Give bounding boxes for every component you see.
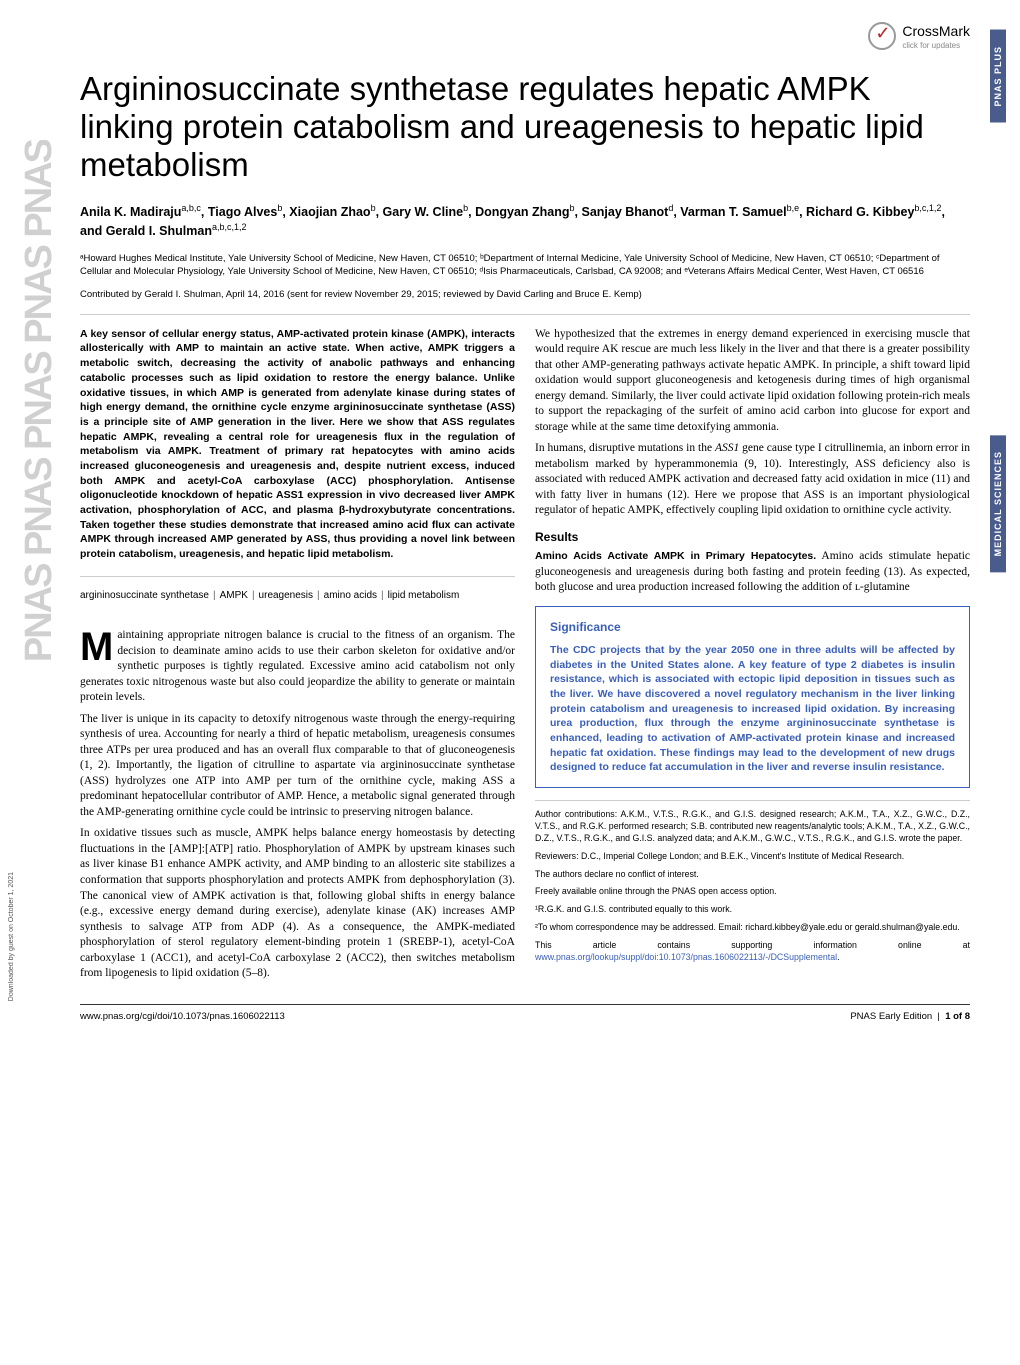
keyword: argininosuccinate synthetase (80, 590, 209, 601)
footer-doi[interactable]: www.pnas.org/cgi/doi/10.1073/pnas.160602… (80, 1011, 285, 1022)
crossmark-label-wrap: CrossMark click for updates (902, 23, 970, 50)
significance-heading: Significance (550, 619, 955, 635)
open-access: Freely available online through the PNAS… (535, 886, 970, 898)
significance-body: The CDC projects that by the year 2050 o… (550, 643, 955, 775)
para-intro-1: Maintaining appropriate nitrogen balance… (80, 628, 515, 706)
results-heading: Results (535, 529, 970, 545)
conflict: The authors declare no conflict of inter… (535, 869, 970, 881)
keyword-separator: | (381, 590, 384, 601)
keyword-separator: | (317, 590, 320, 601)
keyword: AMPK (220, 590, 248, 601)
correspondence: ²To whom correspondence may be addressed… (535, 922, 970, 934)
supporting-info: This article contains supporting informa… (535, 940, 970, 964)
right-body: We hypothesized that the extremes in ene… (535, 327, 970, 596)
footer-page: PNAS Early Edition | 1 of 8 (850, 1011, 970, 1022)
keyword-separator: | (213, 590, 216, 601)
crossmark-sub: click for updates (902, 41, 970, 50)
reviewers: Reviewers: D.C., Imperial College London… (535, 851, 970, 863)
keyword: lipid metabolism (388, 590, 460, 601)
keyword: ureagenesis (259, 590, 313, 601)
footnotes: Author contributions: A.K.M., V.T.S., R.… (535, 800, 970, 964)
crossmark-icon (868, 22, 896, 50)
author-contributions: Author contributions: A.K.M., V.T.S., R.… (535, 809, 970, 845)
page-footer: www.pnas.org/cgi/doi/10.1073/pnas.160602… (80, 1004, 970, 1022)
contributed-line: Contributed by Gerald I. Shulman, April … (80, 289, 970, 300)
gene-ass1: ASS1 (715, 442, 739, 454)
supporting-info-link[interactable]: www.pnas.org/lookup/suppl/doi:10.1073/pn… (535, 952, 837, 962)
para-right-1: We hypothesized that the extremes in ene… (535, 327, 970, 436)
crossmark-badge[interactable]: CrossMark click for updates (868, 22, 970, 50)
keyword: amino acids (324, 590, 377, 601)
left-column: A key sensor of cellular energy status, … (80, 327, 515, 988)
para-right-2: In humans, disruptive mutations in the A… (535, 441, 970, 519)
abstract: A key sensor of cellular energy status, … (80, 327, 515, 562)
left-body: Maintaining appropriate nitrogen balance… (80, 628, 515, 981)
para-intro-3: In oxidative tissues such as muscle, AMP… (80, 826, 515, 981)
affiliations: ᵃHoward Hughes Medical Institute, Yale U… (80, 253, 970, 279)
crossmark-label: CrossMark (902, 23, 970, 39)
right-column: We hypothesized that the extremes in ene… (535, 327, 970, 988)
rule-top (80, 314, 970, 315)
article-title: Argininosuccinate synthetase regulates h… (80, 70, 970, 184)
significance-box: Significance The CDC projects that by th… (535, 606, 970, 788)
equal-contrib: ¹R.G.K. and G.I.S. contributed equally t… (535, 904, 970, 916)
dropcap-m: M (80, 628, 117, 664)
authors-list: Anila K. Madirajua,b,c, Tiago Alvesb, Xi… (80, 202, 970, 241)
keyword-separator: | (252, 590, 255, 601)
rule-abstract (80, 576, 515, 577)
results-para-1: Amino Acids Activate AMPK in Primary Hep… (535, 549, 970, 596)
subsection-run-in: Amino Acids Activate AMPK in Primary Hep… (535, 550, 816, 562)
keywords: argininosuccinate synthetase | AMPK | ureage… (80, 589, 515, 613)
para-intro-2: The liver is unique in its capacity to d… (80, 712, 515, 821)
